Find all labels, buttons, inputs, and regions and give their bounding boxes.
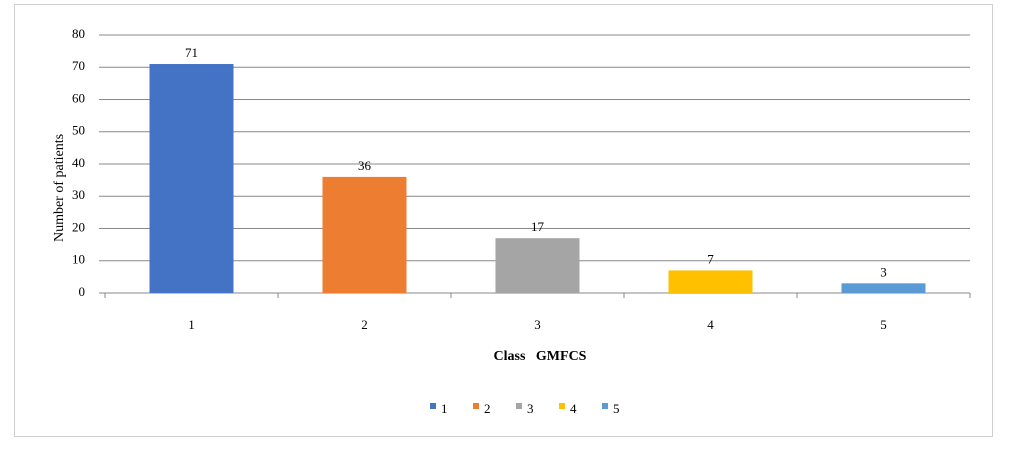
legend-marker xyxy=(516,403,522,409)
legend-marker xyxy=(473,403,479,409)
y-tick-label: 10 xyxy=(72,252,85,267)
legend-label: 2 xyxy=(484,401,491,416)
y-tick-label: 70 xyxy=(72,58,85,73)
legend-marker xyxy=(602,403,608,409)
y-tick-label: 30 xyxy=(72,187,85,202)
x-tick-label: 1 xyxy=(188,317,195,332)
legend-label: 4 xyxy=(570,401,577,416)
legend-marker xyxy=(559,403,565,409)
bar xyxy=(841,283,926,293)
x-tick-label: 2 xyxy=(361,317,368,332)
y-tick-label: 80 xyxy=(72,26,85,41)
data-label: 71 xyxy=(185,45,198,60)
bar xyxy=(495,238,580,293)
bar xyxy=(149,64,234,294)
legend-label: 3 xyxy=(527,401,534,416)
legend-marker xyxy=(430,403,436,409)
y-tick-label: 20 xyxy=(72,219,85,234)
y-axis-title: Number of patients xyxy=(52,134,67,242)
data-label: 17 xyxy=(531,219,545,234)
x-axis-title: Class GMFCS xyxy=(494,349,587,364)
x-tick-label: 4 xyxy=(707,317,714,332)
x-tick-label: 5 xyxy=(880,317,887,332)
y-tick-label: 40 xyxy=(72,155,85,170)
legend-label: 5 xyxy=(613,401,620,416)
y-tick-label: 0 xyxy=(79,284,86,299)
data-label: 36 xyxy=(358,158,372,173)
x-tick-label: 3 xyxy=(534,317,541,332)
legend-label: 1 xyxy=(441,401,448,416)
bar xyxy=(668,270,753,293)
y-tick-label: 50 xyxy=(72,123,85,138)
y-tick-label: 60 xyxy=(72,90,85,105)
data-label: 3 xyxy=(880,264,887,279)
data-label: 7 xyxy=(707,251,714,266)
bar xyxy=(322,176,407,293)
